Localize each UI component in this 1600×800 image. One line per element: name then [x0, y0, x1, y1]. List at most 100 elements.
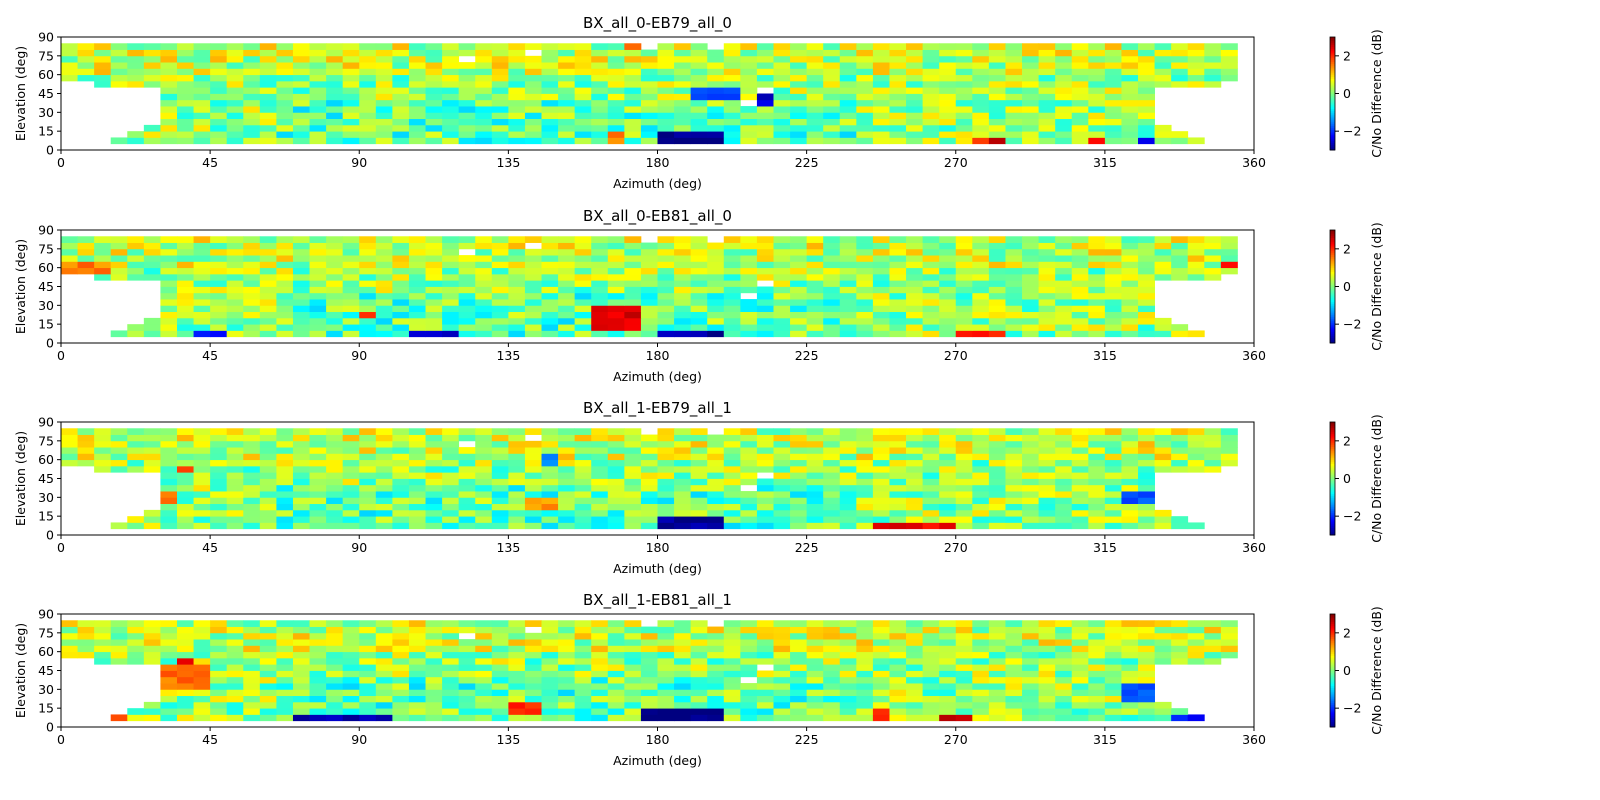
heatmap-cell — [210, 440, 228, 448]
heatmap-cell — [1071, 299, 1089, 306]
colorbar-segment — [1330, 52, 1335, 55]
heatmap-cell — [707, 453, 725, 461]
heatmap-cell — [94, 55, 112, 63]
heatmap-cell — [1038, 137, 1056, 145]
heatmap-cell — [210, 236, 228, 243]
heatmap-cell — [889, 478, 907, 486]
heatmap-cell — [558, 497, 576, 505]
heatmap-cell — [922, 434, 940, 442]
heatmap-cell — [243, 43, 261, 50]
heatmap-cell — [425, 639, 443, 646]
colorbar-segment — [1330, 134, 1335, 138]
heatmap-cell — [425, 99, 443, 107]
heatmap-cell — [226, 261, 244, 269]
heatmap-cell — [342, 491, 360, 498]
heatmap-cell — [889, 330, 907, 338]
heatmap-cell — [210, 651, 228, 659]
heatmap-cell — [740, 689, 758, 697]
heatmap-cell — [955, 124, 973, 132]
heatmap-cell — [740, 236, 758, 243]
heatmap-cell — [988, 440, 1006, 448]
heatmap-cell — [955, 292, 973, 300]
heatmap-cell — [1055, 330, 1073, 338]
heatmap-cell — [558, 447, 576, 454]
heatmap-cell — [210, 106, 228, 113]
heatmap-cell — [193, 280, 211, 287]
heatmap-cell — [1121, 118, 1139, 126]
colorbar-segment — [1330, 715, 1335, 719]
colorbar-segment — [1330, 504, 1335, 508]
heatmap-cell — [1138, 491, 1155, 498]
heatmap-cell — [442, 689, 460, 697]
heatmap-cell — [292, 68, 310, 76]
heatmap-cell — [674, 670, 692, 678]
heatmap-cell — [359, 261, 377, 269]
heatmap-cell — [309, 286, 327, 294]
heatmap-cell — [458, 670, 476, 678]
heatmap-cell — [210, 478, 228, 486]
heatmap-cell — [292, 676, 310, 684]
heatmap-cell — [1204, 74, 1222, 82]
heatmap-cell — [524, 491, 542, 498]
heatmap-cell — [408, 242, 426, 250]
heatmap-cell — [392, 87, 410, 94]
heatmap-cell — [707, 93, 725, 101]
heatmap-cell — [276, 664, 294, 671]
heatmap-cell — [160, 112, 178, 120]
heatmap-cell — [823, 43, 841, 50]
heatmap-cell — [1154, 428, 1172, 435]
heatmap-cell — [558, 664, 576, 671]
colorbar-segment — [1330, 99, 1335, 102]
heatmap-cell — [806, 491, 824, 498]
heatmap-cell — [342, 99, 360, 107]
colorbar-segment — [1330, 102, 1335, 106]
heatmap-cell — [342, 453, 360, 461]
heatmap-cell — [823, 484, 841, 492]
heatmap-cell — [160, 80, 178, 88]
heatmap-cell — [243, 74, 261, 82]
heatmap-cell — [1088, 447, 1106, 454]
heatmap-cell — [872, 664, 890, 671]
heatmap-cell — [342, 49, 360, 57]
heatmap-cell — [491, 651, 509, 659]
heatmap-cell — [392, 305, 410, 313]
colorbar-segment — [1330, 245, 1335, 248]
heatmap-cell — [1038, 714, 1056, 722]
heatmap-cell — [243, 670, 261, 678]
heatmap-cell — [574, 651, 592, 659]
heatmap-cell — [856, 305, 874, 313]
heatmap-cell — [574, 695, 592, 703]
heatmap-cell — [541, 311, 559, 319]
heatmap-cell — [1187, 620, 1205, 627]
heatmap-cell — [1121, 676, 1139, 684]
heatmap-cell — [955, 236, 973, 243]
heatmap-cell — [906, 87, 924, 94]
heatmap-cell — [640, 459, 658, 467]
heatmap-cell — [259, 497, 277, 505]
heatmap-cell — [210, 80, 228, 88]
heatmap-cell — [524, 93, 542, 101]
heatmap-cell — [1121, 286, 1139, 294]
heatmap-cell — [640, 626, 658, 634]
heatmap-cell — [657, 516, 675, 523]
heatmap-cell — [872, 484, 890, 492]
heatmap-cell — [1121, 714, 1139, 722]
heatmap-cell — [640, 503, 658, 511]
heatmap-cell — [1104, 55, 1122, 63]
heatmap-cell — [292, 670, 310, 678]
heatmap-cell — [922, 255, 940, 262]
heatmap-cell — [1220, 453, 1238, 461]
heatmap-cell — [425, 447, 443, 454]
heatmap-cell — [1138, 236, 1155, 243]
heatmap-cell — [1121, 80, 1139, 88]
heatmap-cell — [740, 472, 758, 479]
heatmap-cell — [226, 645, 244, 653]
heatmap-cell — [226, 632, 244, 640]
heatmap-cell — [491, 317, 509, 325]
heatmap-cell — [408, 714, 426, 722]
heatmap-cell — [210, 87, 228, 94]
heatmap-cell — [624, 93, 642, 101]
heatmap-cell — [326, 49, 344, 57]
heatmap-cell — [740, 317, 758, 325]
heatmap-cell — [939, 236, 957, 243]
